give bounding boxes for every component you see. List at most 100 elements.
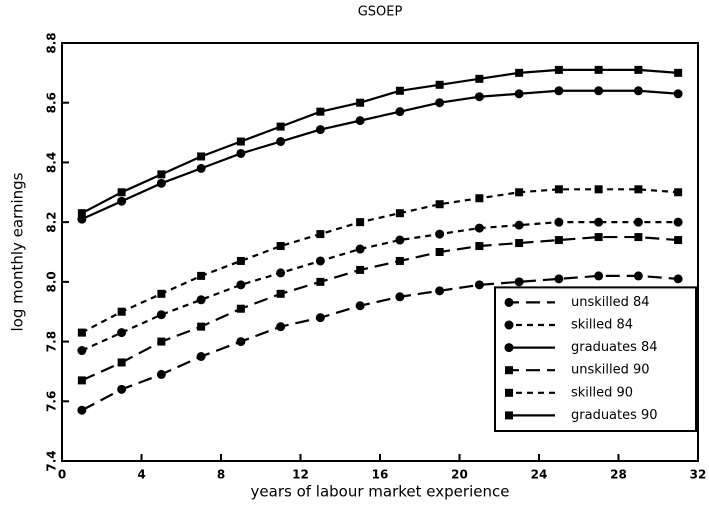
marker [117, 358, 126, 367]
marker [435, 200, 444, 209]
marker [315, 313, 325, 323]
marker [316, 277, 325, 286]
marker [356, 265, 365, 274]
x-tick-label: 16 [372, 468, 389, 482]
marker [196, 352, 206, 361]
marker [634, 65, 643, 74]
marker [236, 337, 246, 347]
marker [475, 194, 484, 203]
marker [554, 86, 564, 96]
marker [515, 188, 524, 197]
marker [554, 236, 563, 245]
marker [395, 86, 404, 95]
legend-marker [505, 388, 513, 397]
marker [356, 218, 365, 227]
marker [554, 274, 564, 284]
marker [594, 233, 603, 242]
marker [157, 289, 166, 298]
legend-marker [504, 297, 514, 307]
legend-label: skilled 84 [571, 318, 633, 333]
marker [634, 233, 643, 242]
marker [197, 271, 206, 280]
legend-marker [505, 366, 513, 375]
marker [634, 185, 643, 194]
y-tick-label: 7.4 [45, 450, 59, 471]
marker [633, 217, 643, 227]
series-line [81, 274, 679, 412]
marker [674, 236, 683, 245]
marker [395, 292, 405, 302]
marker [514, 220, 524, 230]
marker [77, 376, 86, 385]
marker [77, 405, 87, 415]
legend-label: skilled 90 [571, 385, 633, 400]
marker [673, 217, 683, 227]
marker [474, 92, 484, 102]
marker [316, 230, 325, 239]
marker [355, 301, 365, 311]
x-tick-label: 28 [610, 468, 627, 482]
marker [395, 235, 405, 245]
marker [157, 337, 166, 346]
marker [355, 116, 365, 126]
marker [435, 98, 445, 108]
x-tick-label: 0 [58, 468, 66, 482]
legend-label: graduates 90 [571, 408, 658, 423]
marker [674, 188, 683, 197]
y-axis-label: log monthly earnings [9, 172, 27, 331]
x-axis-label: years of labour market experience [251, 483, 510, 501]
marker [633, 86, 643, 96]
marker [514, 277, 524, 287]
marker [77, 328, 86, 337]
series-line [81, 68, 679, 215]
x-tick-label: 4 [137, 468, 145, 482]
marker [236, 137, 245, 146]
marker [196, 163, 206, 173]
x-tick-label: 20 [451, 468, 468, 482]
marker [316, 107, 325, 116]
marker [197, 322, 206, 331]
marker [673, 89, 683, 99]
marker [594, 217, 604, 227]
legend-label: unskilled 90 [571, 363, 650, 378]
marker [197, 152, 206, 161]
marker [435, 248, 444, 256]
marker [236, 148, 246, 158]
marker [276, 268, 286, 278]
y-tick-label: 8.0 [45, 271, 59, 292]
marker [77, 346, 87, 356]
legend-label: graduates 84 [571, 340, 658, 355]
marker [117, 328, 127, 338]
marker [117, 188, 126, 197]
marker [157, 170, 166, 179]
marker [673, 274, 683, 284]
y-tick-label: 8.8 [45, 32, 59, 53]
marker [276, 122, 285, 131]
marker [77, 209, 86, 218]
marker [475, 74, 484, 83]
marker [554, 217, 564, 227]
marker [156, 178, 166, 188]
marker [435, 286, 445, 296]
legend-marker [504, 320, 514, 330]
marker [474, 280, 484, 290]
marker [355, 244, 365, 254]
marker [276, 322, 286, 332]
marker [315, 256, 325, 266]
marker [117, 307, 126, 316]
marker [196, 295, 206, 305]
marker [276, 242, 285, 251]
marker [236, 304, 245, 313]
marker [474, 223, 484, 233]
legend-label: unskilled 84 [571, 295, 650, 310]
marker [514, 89, 524, 99]
marker [276, 289, 285, 298]
marker [674, 68, 683, 77]
marker [395, 107, 405, 117]
y-tick-label: 8.4 [45, 152, 59, 173]
marker [594, 271, 604, 281]
marker [475, 242, 484, 251]
x-tick-label: 32 [690, 468, 707, 482]
marker [515, 239, 524, 248]
marker [156, 310, 166, 320]
